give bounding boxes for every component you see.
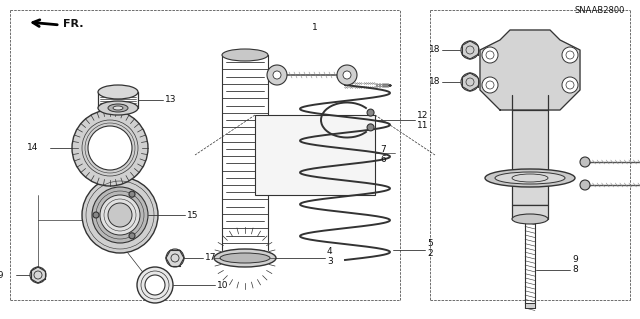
Circle shape [580,157,590,167]
Text: 17: 17 [205,254,216,263]
Text: 15: 15 [187,211,198,219]
Text: 3: 3 [327,257,333,266]
Circle shape [129,191,135,197]
Circle shape [30,267,46,283]
Circle shape [129,233,135,239]
Circle shape [367,109,374,116]
Text: FR.: FR. [63,19,83,29]
Text: 1: 1 [312,23,318,32]
Circle shape [562,77,578,93]
Circle shape [367,124,374,131]
Ellipse shape [220,253,270,263]
Text: 2: 2 [427,249,433,257]
Circle shape [337,65,357,85]
Bar [512,110,548,205]
Circle shape [93,212,99,218]
Ellipse shape [512,214,548,224]
Ellipse shape [108,104,128,112]
Circle shape [343,71,351,79]
Text: 10: 10 [217,280,228,290]
Circle shape [82,177,158,253]
Text: 13: 13 [165,95,177,105]
Circle shape [108,203,132,227]
Ellipse shape [98,85,138,99]
Text: 4: 4 [327,248,333,256]
Bar [102,197,138,225]
Polygon shape [480,30,580,110]
Ellipse shape [495,172,565,184]
Text: 19: 19 [0,271,4,279]
Circle shape [482,47,498,63]
Circle shape [72,110,148,186]
Text: 7: 7 [380,145,386,153]
Text: 18: 18 [429,46,440,55]
Text: 18: 18 [429,78,440,86]
Circle shape [273,71,281,79]
Circle shape [92,187,148,243]
Circle shape [145,275,165,295]
Circle shape [137,267,173,303]
Text: 12: 12 [417,110,428,120]
Circle shape [461,41,479,59]
Circle shape [580,180,590,190]
Text: 8: 8 [572,265,578,275]
Ellipse shape [214,249,276,267]
Text: SNAAB2800: SNAAB2800 [575,6,625,15]
Ellipse shape [98,101,138,115]
Text: 11: 11 [417,121,429,130]
Circle shape [267,65,287,85]
Bar [512,205,548,219]
Circle shape [100,195,140,235]
Circle shape [482,77,498,93]
Text: 14: 14 [27,144,38,152]
Text: 5: 5 [427,239,433,248]
Circle shape [461,73,479,91]
Circle shape [166,249,184,267]
Text: 9: 9 [572,256,578,264]
Circle shape [88,126,132,170]
Ellipse shape [485,169,575,187]
Bar [255,115,375,195]
Bar [525,303,535,308]
Text: 6: 6 [380,154,386,164]
Circle shape [562,47,578,63]
Ellipse shape [222,49,268,61]
Ellipse shape [113,106,123,110]
